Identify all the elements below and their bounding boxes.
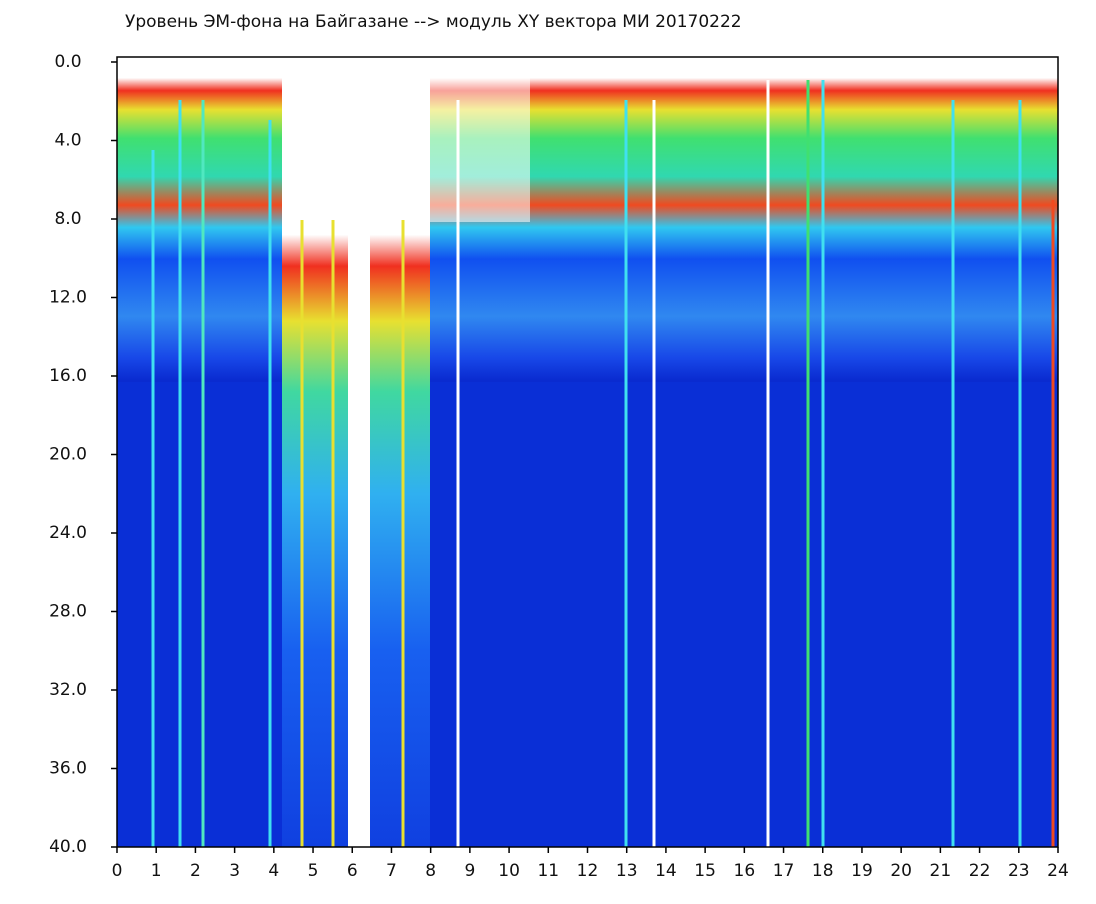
x-tick-label: 3: [229, 861, 240, 881]
x-tick-label: 11: [537, 861, 559, 881]
x-tick-label: 15: [694, 861, 716, 881]
y-tick-label: 16.0: [49, 366, 87, 386]
x-tick-label: 17: [773, 861, 795, 881]
x-tick-label: 24: [1047, 861, 1069, 881]
y-tick-label: 8.0: [54, 209, 81, 229]
x-tick-label: 14: [655, 861, 677, 881]
x-tick-label: 10: [498, 861, 520, 881]
x-tick-label: 13: [616, 861, 638, 881]
y-tick-label: 0.0: [54, 52, 81, 72]
x-tick-label: 12: [577, 861, 599, 881]
y-tick-label: 4.0: [54, 131, 81, 151]
x-tick-label: 5: [308, 861, 319, 881]
x-tick-label: 23: [1008, 861, 1030, 881]
y-tick-label: 20.0: [49, 445, 87, 465]
x-tick-label: 1: [151, 861, 162, 881]
y-tick-label: 28.0: [49, 602, 87, 622]
x-tick-label: 16: [734, 861, 756, 881]
y-tick-label: 36.0: [49, 759, 87, 779]
x-tick-label: 21: [930, 861, 952, 881]
x-tick-label: 0: [112, 861, 123, 881]
x-tick-label: 2: [190, 861, 201, 881]
x-tick-label: 22: [969, 861, 991, 881]
y-tick-label: 32.0: [49, 680, 87, 700]
x-tick-label: 8: [425, 861, 436, 881]
x-tick-label: 9: [464, 861, 475, 881]
x-tick-label: 19: [851, 861, 873, 881]
y-tick-label: 24.0: [49, 523, 87, 543]
x-tick-label: 7: [386, 861, 397, 881]
x-tick-label: 20: [890, 861, 912, 881]
chart-title: Уровень ЭМ-фона на Байгазане --> модуль …: [125, 12, 742, 32]
heatmap: [117, 62, 1058, 847]
y-tick-label: 12.0: [49, 288, 87, 308]
y-tick-label: 40.0: [49, 837, 87, 857]
x-tick-label: 6: [347, 861, 358, 881]
x-tick-label: 4: [268, 861, 279, 881]
x-tick-label: 18: [812, 861, 834, 881]
